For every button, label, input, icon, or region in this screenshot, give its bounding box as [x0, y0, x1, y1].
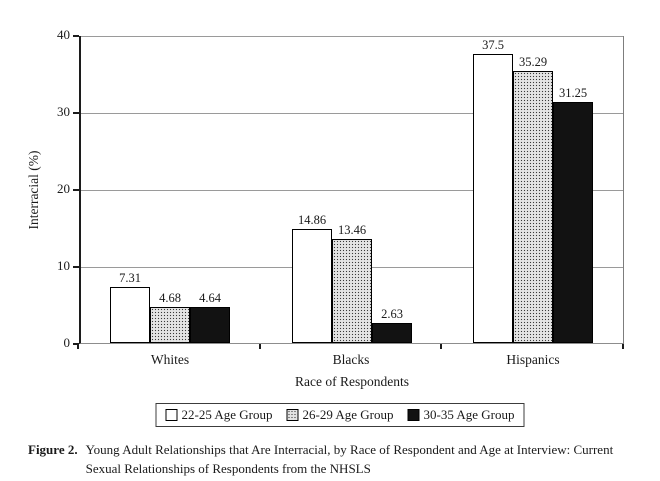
- bar-value-label: 35.29: [518, 55, 548, 70]
- y-axis-tick-label-30: 30: [57, 104, 70, 119]
- legend-label: 22-25 Age Group: [181, 407, 273, 422]
- bar-22-25-hispanics: 37.5: [473, 38, 513, 343]
- y-axis-tick-0: [73, 343, 79, 345]
- y-axis-tick-label-20: 20: [57, 181, 70, 196]
- figure-caption: Figure 2. Young Adult Relationships that…: [28, 441, 642, 479]
- bar-group-whites: 7.31 4.68 4.64: [79, 36, 261, 343]
- bar-22-25-blacks: 14.86: [292, 213, 332, 343]
- figure-caption-label: Figure 2.: [28, 442, 78, 457]
- bar-value-label: 13.46: [337, 223, 367, 238]
- bar-value-label: 4.68: [159, 290, 181, 305]
- bar-26-29-blacks: 13.46: [332, 223, 372, 343]
- x-axis-title: Race of Respondents: [295, 374, 409, 389]
- y-axis-tick-label-0: 0: [63, 335, 71, 350]
- legend-item-30-35: 30-35 Age Group: [407, 407, 515, 423]
- caption-line-2: Sexual Relationships of Respondents from…: [85, 460, 371, 476]
- bar-value-label: 37.5: [482, 38, 504, 53]
- legend: 22-25 Age Group 26-29 Age Group 30-35 Age …: [155, 403, 525, 427]
- bar-value-label: 7.31: [119, 270, 141, 285]
- x-axis-tick-3: [622, 344, 624, 349]
- legend-label: 26-29 Age Group: [302, 407, 394, 422]
- legend-swatch-black-icon: [407, 409, 420, 421]
- bar-30-35-blacks: 2.63: [372, 307, 412, 343]
- bar-group-hispanics: 37.5 35.29 31.25: [442, 36, 624, 343]
- bar-22-25-whites: 7.31: [110, 271, 150, 343]
- gridline-20: [81, 190, 623, 191]
- y-axis-tick-40: [73, 35, 79, 37]
- legend-swatch-stipple-icon: [286, 409, 299, 421]
- bar-30-35-hispanics: 31.25: [553, 86, 593, 343]
- caption-line-1: Young Adult Relationships that Are Inter…: [85, 442, 614, 457]
- x-category-label-whites: Whites: [150, 352, 190, 367]
- x-axis-tick-origin: [77, 344, 79, 349]
- x-category-label-blacks: Blacks: [332, 352, 370, 367]
- bar-value-label: 31.25: [558, 86, 588, 101]
- y-axis-tick-30: [73, 112, 79, 114]
- bar-value-label: 14.86: [297, 212, 327, 227]
- legend-item-22-25: 22-25 Age Group: [165, 407, 273, 423]
- legend-label: 30-35 Age Group: [423, 407, 515, 422]
- bar-26-29-hispanics: 35.29: [513, 55, 553, 343]
- bar-30-35-whites: 4.64: [190, 291, 230, 343]
- legend-item-26-29: 26-29 Age Group: [286, 407, 394, 423]
- y-axis-tick-20: [73, 189, 79, 191]
- legend-swatch-white-icon: [165, 409, 178, 421]
- gridline-30: [81, 113, 623, 114]
- bar-value-label: 2.63: [381, 306, 403, 321]
- plot-area: 7.31 4.68 4.64 14.86 13.46 2.63 37.5 35.29 31.25: [79, 36, 624, 344]
- x-axis-tick-1: [259, 344, 261, 349]
- gridline-40: [81, 36, 623, 37]
- figure-caption-text: Young Adult Relationships that Are Inter…: [86, 441, 614, 479]
- bar-26-29-whites: 4.68: [150, 291, 190, 343]
- y-axis-tick-label-40: 40: [57, 27, 70, 42]
- y-axis-tick-label-10: 10: [57, 258, 70, 273]
- x-category-label-hispanics: Hispanics: [506, 352, 560, 367]
- bar-group-blacks: 14.86 13.46 2.63: [261, 36, 443, 343]
- y-axis-tick-10: [73, 266, 79, 268]
- x-axis-tick-2: [440, 344, 442, 349]
- bar-value-label: 4.64: [199, 291, 221, 306]
